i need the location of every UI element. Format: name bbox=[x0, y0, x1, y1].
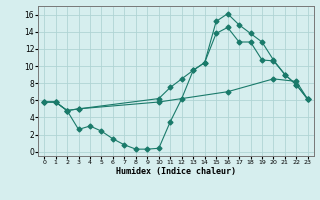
X-axis label: Humidex (Indice chaleur): Humidex (Indice chaleur) bbox=[116, 167, 236, 176]
